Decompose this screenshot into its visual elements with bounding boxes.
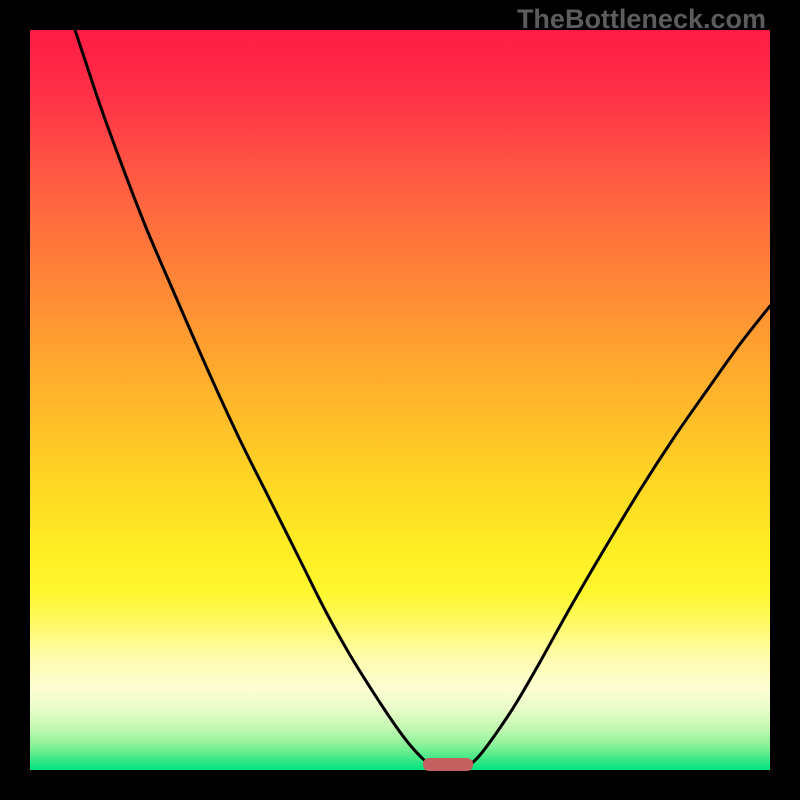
curve-svg: [30, 30, 770, 770]
curve-right: [470, 306, 770, 765]
watermark-text: TheBottleneck.com: [517, 4, 766, 35]
curve-left: [75, 30, 430, 765]
optimum-marker: [423, 758, 473, 771]
chart-frame: TheBottleneck.com: [0, 0, 800, 800]
plot-area: [30, 30, 770, 770]
